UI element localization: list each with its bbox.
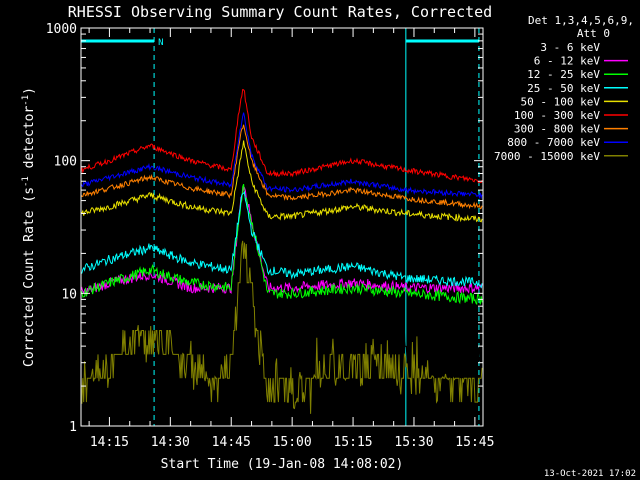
legend-entry-label: 300 - 800 keV [514, 123, 600, 136]
x-axis-label: Start Time (19-Jan-08 14:08:02) [161, 457, 404, 472]
plot-area: N 1 10 100 1000 14:15 14:30 14:45 15:00 15:15 15… [46, 22, 495, 450]
series-line-6 [80, 88, 483, 184]
legend-entry-label: 6 - 12 keV [534, 55, 601, 68]
legend-entry-label: 50 - 100 keV [521, 95, 601, 108]
x-tick-label: 14:15 [90, 435, 129, 450]
series-lines [80, 88, 483, 414]
night-label: N [158, 38, 163, 48]
x-tick-label: 15:45 [455, 435, 494, 450]
legend-entry-label: 12 - 25 keV [527, 68, 600, 81]
y-axis-label-exp2: -1 [21, 95, 31, 106]
legend-entry-label: 800 - 7000 keV [507, 136, 600, 149]
series-line-2 [80, 185, 483, 297]
series-line-3 [80, 183, 483, 306]
y-axis-ticks: 1 10 100 1000 [46, 22, 483, 435]
y-tick-label: 10 [61, 287, 77, 302]
series-line-8 [80, 112, 483, 200]
series-line-5 [80, 140, 483, 223]
legend-entry-label: 25 - 50 keV [527, 82, 600, 95]
x-tick-label: 14:30 [151, 435, 190, 450]
x-tick-label: 14:45 [212, 435, 251, 450]
y-axis-label-mid: detector [22, 106, 37, 177]
y-tick-label: 1000 [46, 22, 77, 37]
series-line-9 [80, 240, 483, 414]
plot-frame [80, 27, 484, 427]
y-tick-label: 1 [69, 420, 77, 435]
y-axis-label-exp1: -1 [21, 176, 31, 187]
series-line-1 [80, 152, 483, 378]
legend-header-line1: Det 1,3,4,5,6,9, [528, 14, 634, 27]
series-line-4 [80, 190, 483, 289]
legend-entry-label: 100 - 300 keV [514, 109, 600, 122]
x-axis-ticks: 14:15 14:30 14:45 15:00 15:15 15:30 15:45 [88, 28, 494, 450]
x-tick-label: 15:15 [333, 435, 372, 450]
legend-header-line2: Att 0 [577, 27, 610, 40]
footer-timestamp: 13-Oct-2021 17:02 [544, 469, 636, 479]
x-tick-label: 15:00 [273, 435, 312, 450]
legend-entry-label: 3 - 6 keV [540, 41, 600, 54]
chart-title: RHESSI Observing Summary Count Rates, Co… [68, 3, 492, 21]
y-axis-label: Corrected Count Rate (s-1 detector-1) [21, 87, 37, 367]
y-axis-label-main: Corrected Count Rate (s [22, 187, 37, 367]
x-tick-label: 15:30 [394, 435, 433, 450]
y-tick-label: 100 [54, 155, 77, 170]
legend-entry-label: 7000 - 15000 keV [494, 150, 600, 163]
series-line-7 [80, 124, 483, 210]
y-axis-label-end: ) [22, 87, 37, 95]
